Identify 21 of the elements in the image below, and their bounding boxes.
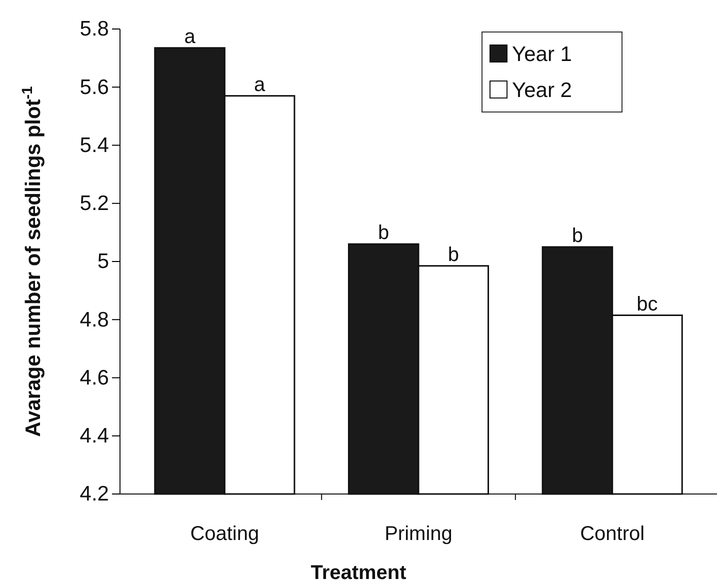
y-tick-label: 5 xyxy=(97,250,109,274)
y-tick-label: 5.2 xyxy=(80,192,109,216)
text: bc xyxy=(636,293,658,316)
x-axis-title: Treatment xyxy=(310,562,407,584)
text: b xyxy=(378,222,390,244)
y-tick-label: 5.4 xyxy=(80,134,110,157)
y-tick-label: 5.8 xyxy=(80,18,109,41)
y-tick-label: 5.6 xyxy=(80,76,109,99)
y-tick-label: 4.8 xyxy=(80,308,109,332)
legend-label: Year 1 xyxy=(512,43,572,66)
x-tick-label: Priming xyxy=(384,523,452,545)
text: b xyxy=(448,244,459,266)
y-tick-label: 4.2 xyxy=(80,482,109,506)
y-tick-label: 4.4 xyxy=(80,424,110,448)
y-tick-label: 4.6 xyxy=(80,366,109,390)
x-tick-label: Coating xyxy=(190,523,260,545)
text: a xyxy=(254,74,266,96)
text: b xyxy=(572,224,584,247)
legend-label: Year 2 xyxy=(512,79,572,102)
x-tick-label: Control xyxy=(580,523,645,545)
text: a xyxy=(184,26,196,48)
